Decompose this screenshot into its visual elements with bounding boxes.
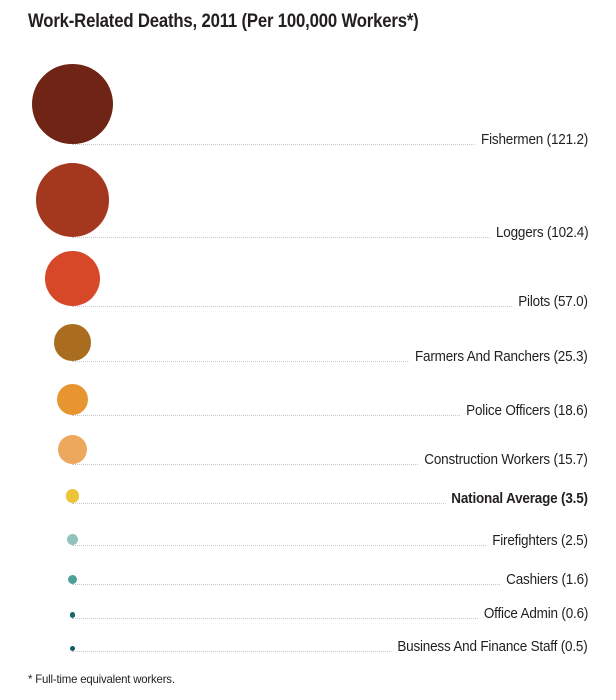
leader-line [72,584,588,585]
bubble [66,533,79,545]
bubble [58,435,87,464]
bubble-label: Construction Workers (15.7) [419,452,588,468]
leader-line [72,545,588,546]
bubble [65,489,80,503]
bubble-label: Pilots (57.0) [512,294,588,310]
leader-line [72,651,588,652]
bubble [45,251,100,306]
bubble [69,612,76,618]
bubble-label: Loggers (102.4) [490,225,588,241]
bubble-label: Cashiers (1.6) [500,572,588,588]
leader-line [72,618,588,619]
footnote: * Full-time equivalent workers. [28,672,175,686]
chart-title: Work-Related Deaths, 2011 (Per 100,000 W… [28,11,419,32]
leader-line [72,415,588,416]
leader-line [72,464,588,465]
leader-line [72,237,588,238]
leader-line [72,144,588,145]
bubble-label: Police Officers (18.6) [460,403,588,419]
leader-line [72,361,588,362]
bubble-label: Firefighters (2.5) [486,533,588,549]
bubble [67,574,78,584]
bubble-label: Fishermen (121.2) [475,132,588,148]
bubble [69,645,76,651]
bubble-label: Business And Finance Staff (0.5) [392,639,588,655]
bubble [54,324,91,361]
bubble [35,163,110,237]
bubble [32,63,113,144]
leader-line [72,306,588,307]
bubble-label: Office Admin (0.6) [478,606,588,622]
bubble-label: Farmers And Ranchers (25.3) [409,349,588,365]
leader-line [72,503,588,504]
bubble [56,383,89,415]
bubble-label: National Average (3.5) [445,491,588,507]
